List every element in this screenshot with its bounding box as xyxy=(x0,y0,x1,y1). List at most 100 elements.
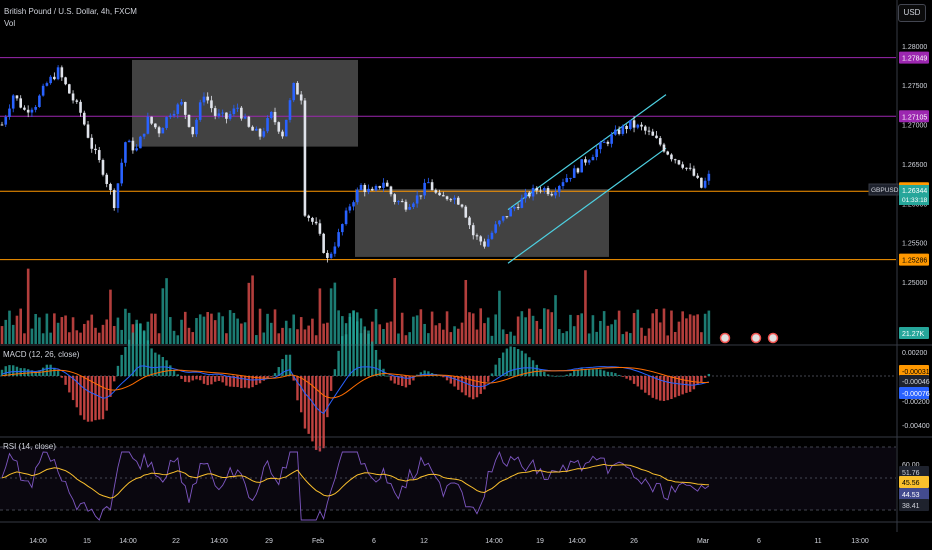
candle-body xyxy=(374,186,378,191)
candle-body xyxy=(198,102,202,120)
volume-bar xyxy=(172,330,176,344)
candle-body xyxy=(318,223,322,234)
candle-body xyxy=(165,117,168,128)
candle-body xyxy=(647,130,651,132)
volume-bar xyxy=(307,325,310,344)
macd-histogram-bar xyxy=(94,376,97,421)
currency-button[interactable]: USD xyxy=(898,4,926,22)
candle-body xyxy=(501,216,505,221)
macd-histogram-bar xyxy=(142,330,146,376)
candle-body xyxy=(210,100,213,109)
volume-bar xyxy=(670,310,673,344)
candle-body xyxy=(681,164,684,168)
macd-histogram-bar xyxy=(573,370,576,376)
level-label-mid: 1.27105 xyxy=(902,114,927,121)
macd-histogram-bar xyxy=(554,375,557,377)
volume-bar xyxy=(180,319,183,344)
candle-body xyxy=(127,140,131,143)
candle-body xyxy=(277,122,281,132)
macd-histogram-bar xyxy=(206,376,209,386)
macd-histogram-bar xyxy=(659,376,662,401)
volume-bar xyxy=(599,320,602,344)
candle-body xyxy=(202,96,206,103)
macd-histogram-bar xyxy=(614,373,617,376)
candle-body xyxy=(23,107,26,110)
macd-histogram-bar xyxy=(318,376,322,452)
volume-bar xyxy=(116,317,120,344)
candle-body xyxy=(471,225,475,236)
macd-histogram-bar xyxy=(662,376,666,402)
volume-bar xyxy=(266,313,269,344)
candle-body xyxy=(632,120,636,128)
macd-histogram-bar xyxy=(367,333,370,376)
volume-bar xyxy=(382,329,385,344)
volume-bar xyxy=(640,327,643,344)
macd-histogram-bar xyxy=(213,376,217,382)
candle-body xyxy=(142,133,146,137)
candle-body xyxy=(146,116,150,134)
candle-body xyxy=(587,160,591,163)
volume-bar xyxy=(161,288,165,344)
volume-bar xyxy=(221,316,224,344)
macd-histogram-bar xyxy=(625,376,628,379)
macd-histogram-bar xyxy=(636,376,639,387)
volume-bar xyxy=(232,312,236,344)
macd-histogram-bar xyxy=(516,349,520,376)
volume-bar xyxy=(509,331,512,344)
macd-histogram-bar xyxy=(113,376,116,382)
volume-bar xyxy=(337,310,340,344)
candle-body xyxy=(621,125,625,134)
time-tick-label: 14:00 xyxy=(568,538,586,545)
volume-bar xyxy=(296,329,299,344)
volume-bar xyxy=(415,315,419,344)
candle-body xyxy=(505,216,509,218)
volume-bar xyxy=(632,313,636,344)
candle-body xyxy=(700,177,703,188)
macd-line-value-bg xyxy=(899,375,929,387)
candle-body xyxy=(26,109,30,113)
candle-body xyxy=(352,202,355,207)
volume-bar xyxy=(584,270,587,344)
macd-histogram-bar xyxy=(423,370,426,376)
macd-histogram-bar xyxy=(674,376,677,398)
candle-body xyxy=(341,224,344,233)
candle-body xyxy=(255,128,258,131)
volume-bar xyxy=(397,333,400,344)
candle-body xyxy=(442,195,445,197)
volume-bar xyxy=(243,322,247,344)
candle-body xyxy=(382,182,385,188)
volume-bar xyxy=(94,327,97,344)
volume-bar xyxy=(333,282,337,344)
candle-body xyxy=(322,233,325,253)
candle-body xyxy=(292,82,296,101)
macd-histogram-bar xyxy=(228,376,232,387)
macd-histogram-bar xyxy=(363,326,366,376)
macd-histogram-bar xyxy=(460,376,464,393)
macd-histogram-bar xyxy=(561,375,565,377)
macd-histogram-bar xyxy=(221,376,224,383)
macd-histogram-bar xyxy=(12,365,15,376)
macd-histogram-bar xyxy=(591,369,595,376)
volume-bar xyxy=(15,315,19,344)
candle-body xyxy=(438,192,441,196)
volume-bar xyxy=(236,318,239,344)
macd-histogram-bar xyxy=(487,376,490,382)
volume-bar xyxy=(617,310,621,344)
candle-body xyxy=(112,190,116,208)
rsi-ma-value: 44.53 xyxy=(902,492,920,499)
time-tick-label: 29 xyxy=(265,538,273,545)
candle-body xyxy=(427,182,430,184)
volume-bar xyxy=(569,314,572,344)
candle-body xyxy=(445,196,449,200)
candle-body xyxy=(703,180,707,188)
candle-body xyxy=(232,108,236,115)
candle-body xyxy=(415,195,419,204)
volume-bar xyxy=(11,324,15,344)
volume-bar xyxy=(700,332,703,344)
candle-body xyxy=(34,106,37,110)
volume-bar xyxy=(75,330,79,344)
candle-body xyxy=(60,67,64,78)
volume-bar xyxy=(79,332,82,344)
volume-bar xyxy=(101,324,105,344)
